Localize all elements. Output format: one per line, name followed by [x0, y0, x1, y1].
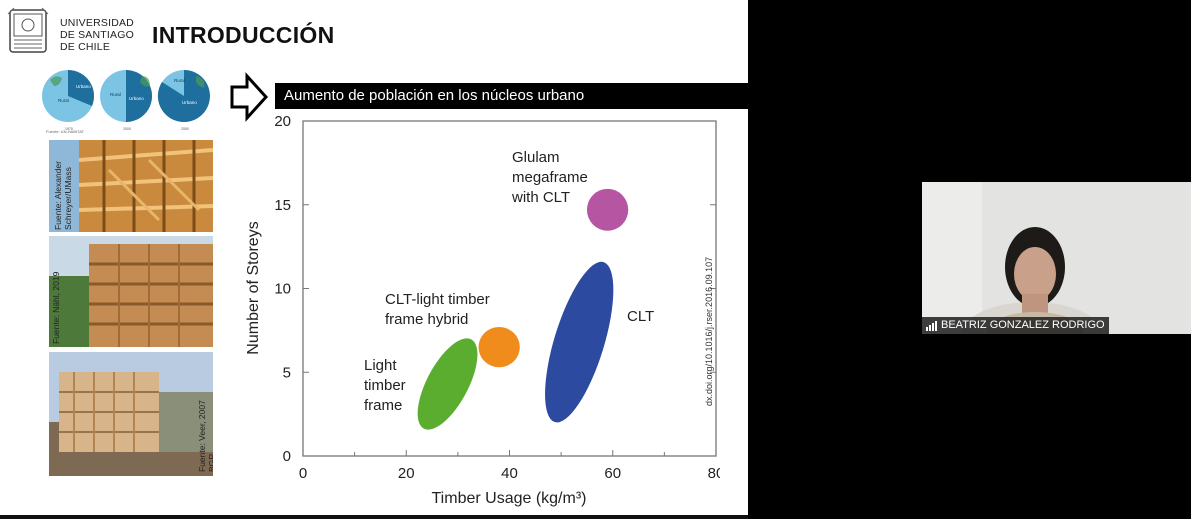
photo-timber-building: Fuente: Nähl, 2019: [49, 236, 213, 347]
participant-nametag: BEATRIZ GONZALEZ RODRIGO: [922, 317, 1109, 334]
photo-caption: Fuente: Veer, 2007 BGR: [197, 400, 213, 472]
photo-timber-construction: Fuente: Veer, 2007 BGR: [49, 352, 213, 476]
label-clt-hybrid: CLT-light timber frame hybrid: [385, 291, 490, 328]
signal-bars-icon: [926, 320, 937, 331]
timber-chart: 0 20 40 60 80 0 5 10 15 20 Timber Usage (kg/m³) N…: [245, 113, 720, 507]
university-name: UNIVERSIDAD DE SANTIAGO DE CHILE: [60, 17, 134, 53]
university-logo: [7, 7, 49, 53]
participant-name: BEATRIZ GONZALEZ RODRIGO: [941, 319, 1105, 331]
globe-1970: Rural Urbano 1970: [42, 70, 94, 131]
region-ellipse-3: [586, 188, 629, 231]
globe-year: 2000: [123, 127, 131, 131]
y-axis-label: Number of Storeys: [245, 221, 262, 354]
globe-year: 1970: [65, 127, 73, 131]
y-tick-label: 15: [274, 197, 291, 214]
arrow-right-icon: [230, 72, 269, 122]
label-clt: CLT: [627, 308, 655, 325]
region-ellipse-2: [545, 261, 614, 423]
x-axis-label: Timber Usage (kg/m³): [432, 490, 587, 507]
x-tick-label: 40: [501, 465, 518, 482]
globe-rural-label: Rural: [174, 78, 185, 83]
presentation-slide: UNIVERSIDAD DE SANTIAGO DE CHILE INTRODU…: [0, 0, 748, 519]
y-tick-label: 10: [274, 281, 291, 298]
region-ellipse-0: [417, 338, 478, 430]
x-tick-label: 0: [299, 465, 307, 482]
y-tick-label: 5: [283, 364, 291, 381]
region-ellipse-1: [478, 327, 520, 368]
globe-urban-label: Urbano: [182, 100, 197, 105]
y-tick-label: 20: [274, 113, 291, 130]
photo-caption: Fuente: Nähl, 2019: [51, 271, 61, 344]
x-tick-label: 80: [708, 465, 720, 482]
globe-rural-label: Rural: [58, 98, 69, 103]
label-glulam: Glulam megaframe with CLT: [512, 149, 588, 206]
globe-2000: Rural Urbano 2000: [100, 70, 152, 131]
y-tick-label: 0: [283, 448, 291, 465]
globe-year: 2050: [181, 127, 189, 131]
globe-source: Fuente: UN-HABITAT: [46, 129, 85, 134]
globe-rural-label: Rural: [110, 92, 121, 97]
globe-urban-label: Urbano: [129, 96, 144, 101]
section-banner: Aumento de población en los núcleos urba…: [275, 83, 748, 109]
webcam-tile[interactable]: BEATRIZ GONZALEZ RODRIGO: [922, 182, 1191, 334]
slide-bottom-border: [0, 515, 748, 519]
population-globes: Rural Urbano 1970 Rural Urbano 2000 Rura…: [42, 70, 210, 131]
globe-urban-label: Urbano: [76, 84, 91, 89]
participant-video: [922, 182, 1191, 334]
slide-title: INTRODUCCIÓN: [152, 22, 335, 48]
x-tick-label: 20: [398, 465, 415, 482]
label-light-timber: Light timber frame: [364, 357, 406, 414]
globe-2050: Rural Urbano 2050: [157, 70, 210, 131]
x-tick-label: 60: [604, 465, 621, 482]
photo-timber-frame-1: Fuente: Alexander Schreyer/UMass: [49, 140, 213, 232]
photo-caption: Fuente: Alexander Schreyer/UMass: [53, 161, 73, 230]
doi-annotation: dx.doi.org/10.1016/j.rser.2016.09.107: [704, 257, 714, 406]
